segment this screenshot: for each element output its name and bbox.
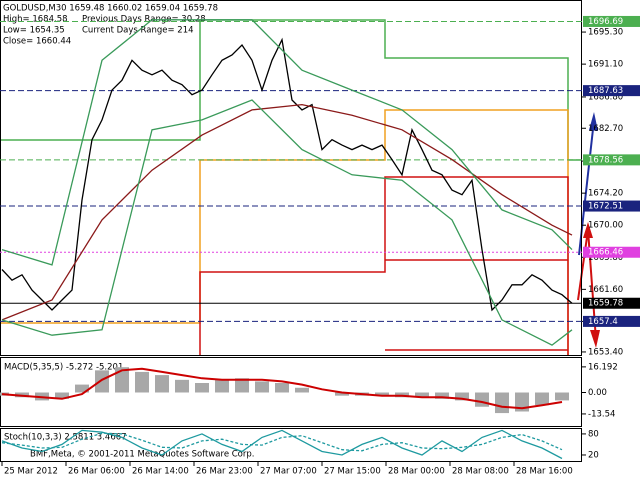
level-label: 1666.46: [588, 248, 623, 258]
y-tick-label: -13.54: [588, 409, 615, 419]
level-badge: [583, 15, 640, 27]
macd-bar: [275, 383, 289, 393]
y-tick-label: 20: [588, 450, 599, 460]
y-tick-label: 16.192: [588, 362, 618, 372]
quote: GOLDUSD,M30 1659.48 1660.02 1659.04 1659…: [3, 4, 218, 14]
macd-frame: [0, 357, 582, 427]
level-label: 1687.63: [588, 86, 623, 96]
y-tick-label: 1653.40: [588, 347, 623, 357]
y-tick-label: 1674.20: [588, 189, 623, 199]
x-tick-label: 26 Mar 23:00: [196, 467, 253, 477]
y-tick-label: 80: [588, 429, 599, 439]
macd-bar: [435, 392, 449, 399]
y-tick-label: 1695.30: [588, 28, 623, 38]
macd-bar: [235, 378, 249, 393]
series-line: [1, 19, 573, 266]
level-label: 1672.51: [588, 202, 623, 212]
macd-bar: [475, 392, 489, 407]
level-badge: [583, 85, 640, 97]
info: Low= 1654.35: [3, 26, 65, 36]
range-step-red: [199, 176, 569, 355]
level-label: 1696.69: [588, 17, 623, 27]
macd-bar: [75, 384, 89, 393]
info: High= 1684.58: [3, 15, 68, 25]
x-tick-label: 27 Mar 07:00: [260, 467, 317, 477]
macd-bar: [555, 392, 569, 401]
y-tick-label: 1686.80: [588, 92, 623, 102]
level-badge: [583, 246, 640, 258]
y-tick-label: 1670.00: [588, 221, 623, 231]
x-tick-label: 28 Mar 00:00: [388, 467, 445, 477]
arrow-head: [590, 330, 600, 348]
series-line: [1, 103, 573, 321]
y-tick-label: 1691.10: [588, 60, 623, 70]
series-line: [1, 432, 563, 452]
macd-bar: [215, 379, 229, 393]
level-badge: [583, 297, 640, 309]
y-tick-label: 0.00: [588, 388, 607, 398]
info: Close= 1660.44: [3, 37, 71, 47]
stoch-title: Stoch(10,3,3) 2.5811 3.4667: [4, 433, 127, 443]
macd-bar: [255, 381, 269, 393]
series-line: [1, 37, 573, 312]
macd-bar: [515, 392, 529, 412]
level-label: 1678.56: [588, 155, 623, 165]
y-tick-label: 1661.60: [588, 285, 623, 295]
x-tick-label: 28 Mar 08:00: [452, 467, 509, 477]
macd-bar: [195, 383, 209, 393]
macd-bar: [115, 367, 129, 393]
macd-bar: [55, 392, 69, 399]
info: Previous Days Range= 30.28: [82, 15, 206, 25]
series-line: [1, 367, 563, 410]
macd-bar: [415, 392, 429, 398]
macd-bar: [455, 392, 469, 401]
x-tick-label: 25 Mar 2012: [4, 467, 58, 477]
arrow-head: [583, 222, 593, 238]
y-tick-label: 1682.70: [588, 124, 623, 134]
macd-bar: [155, 375, 169, 393]
arrow-head: [589, 112, 598, 131]
macd-bar: [295, 387, 309, 393]
macd-bar: [535, 392, 549, 406]
copyright: BMF,Meta, © 2001-2011 MetaQuotes Softwar…: [30, 450, 254, 460]
macd-bar: [375, 392, 389, 396]
x-tick-label: 27 Mar 15:00: [324, 467, 381, 477]
series-line: [1, 99, 573, 346]
series-line: [1, 429, 563, 460]
x-tick-label: 26 Mar 06:00: [68, 467, 125, 477]
x-tick-label: 26 Mar 14:00: [132, 467, 189, 477]
level-badge: [583, 154, 640, 166]
macd-bar: [95, 370, 109, 393]
macd-title: MACD(5,35,5) -5.272 -5.201: [4, 363, 123, 373]
stoch-frame: [0, 428, 582, 462]
level-label: 1659.78: [588, 299, 623, 309]
y-tick-label: 1665.80: [588, 253, 623, 263]
level-badge: [583, 200, 640, 212]
level-label: 1657.4: [588, 317, 618, 327]
macd-bar: [175, 379, 189, 393]
main-frame: [0, 0, 582, 356]
macd-bar: [495, 392, 509, 414]
x-tick-label: 28 Mar 16:00: [516, 467, 573, 477]
level-badge: [583, 315, 640, 327]
macd-bar: [335, 392, 349, 396]
macd-bar: [135, 371, 149, 393]
